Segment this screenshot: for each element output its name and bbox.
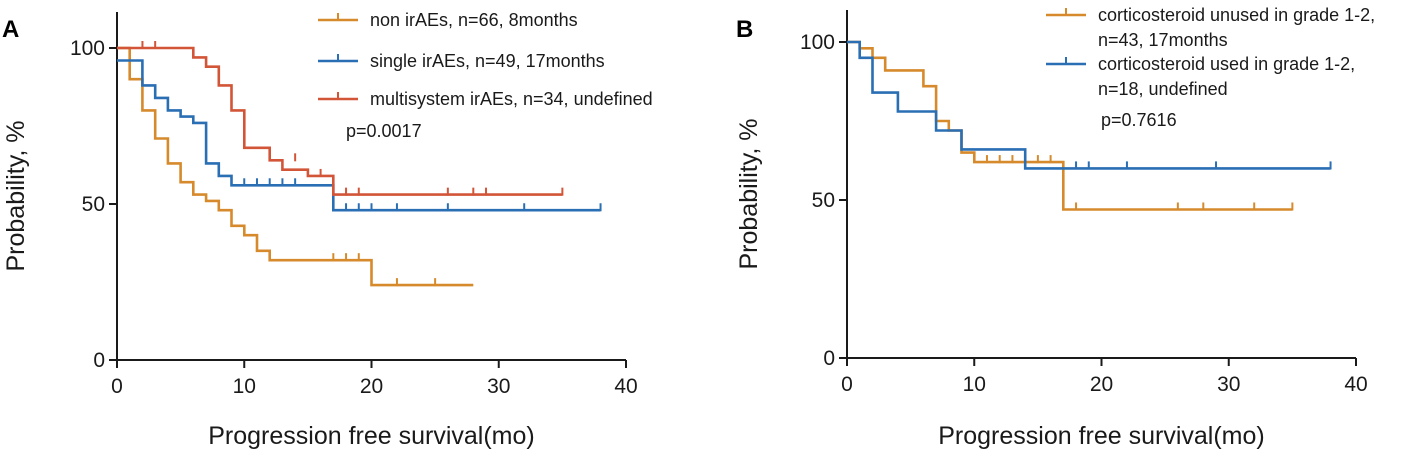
series-single-iraes — [117, 59, 602, 212]
y-tick-label: 50 — [82, 193, 105, 216]
survival-curve — [847, 40, 1293, 211]
survival-curve — [117, 59, 601, 212]
x-tick-label: 40 — [614, 375, 637, 398]
x-axis-title: Progression free survival(mo) — [938, 422, 1265, 450]
y-tick-label: 0 — [93, 349, 105, 372]
y-tick-label: 0 — [823, 347, 835, 370]
panel-label: B — [736, 16, 753, 43]
x-tick-label: 20 — [360, 375, 383, 398]
x-tick-label: 0 — [841, 373, 853, 396]
legend-label: single irAEs, n=49, 17months — [370, 51, 605, 71]
y-axis-title: Probability, % — [2, 121, 30, 272]
y-tick-label: 100 — [800, 31, 835, 54]
legend-label: corticosteroid used in grade 1-2, — [1098, 54, 1355, 74]
x-tick-label: 20 — [1090, 373, 1113, 396]
series-multisystem-iraes — [117, 41, 564, 196]
y-axis-title: Probability, % — [735, 119, 763, 270]
x-tick-label: 10 — [963, 373, 986, 396]
panel-a: A 0 50 100 0 10 20 30 40 Progression free surviva… — [2, 10, 653, 450]
legend-label: n=18, undefined — [1098, 79, 1228, 99]
x-tick-label: 30 — [1217, 373, 1240, 396]
y-tick-label: 100 — [70, 37, 105, 60]
series-non-iraes — [117, 46, 474, 287]
x-tick-label: 0 — [111, 375, 123, 398]
y-tick-label: 50 — [812, 189, 835, 212]
x-tick-label: 30 — [487, 375, 510, 398]
p-value-annotation: p=0.0017 — [346, 121, 422, 141]
series-corticosteroid-used-in-grade-1-2 — [847, 40, 1332, 170]
panel-b: B 0 50 100 0 10 20 30 40 Progression free surviva… — [735, 5, 1375, 450]
x-axis-title: Progression free survival(mo) — [208, 422, 535, 450]
legend-label: corticosteroid unused in grade 1-2, — [1098, 5, 1375, 25]
panel-label: A — [2, 16, 19, 43]
survival-curve — [847, 40, 1331, 170]
legend-label: multisystem irAEs, n=34, undefined — [370, 89, 653, 109]
p-value-annotation: p=0.7616 — [1101, 110, 1177, 130]
x-tick-label: 40 — [1344, 373, 1367, 396]
survival-curve — [117, 46, 474, 287]
x-tick-label: 10 — [233, 375, 256, 398]
legend-label: non irAEs, n=66, 8months — [370, 10, 578, 30]
series-corticosteroid-unused-in-grade-1-2 — [847, 40, 1294, 211]
legend-label: n=43, 17months — [1098, 30, 1228, 50]
survival-curve — [117, 46, 563, 196]
